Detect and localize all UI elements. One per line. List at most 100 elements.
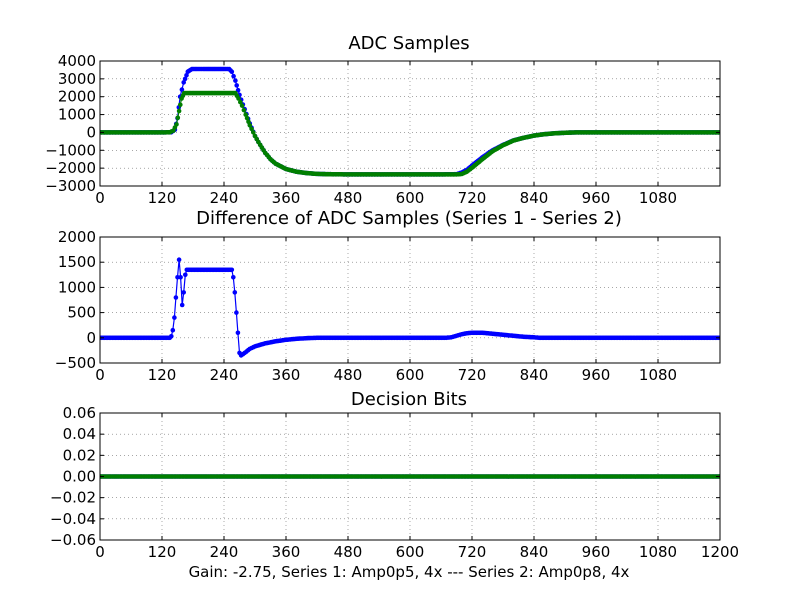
data-point: [179, 302, 185, 308]
grid: [99, 236, 720, 364]
x-tick-label: 600: [396, 366, 425, 384]
chart-title-difference: Difference of ADC Samples (Series 1 - Se…: [196, 208, 622, 229]
x-tick-label: 960: [582, 543, 611, 561]
series-difference: [100, 257, 720, 358]
data-point: [231, 275, 236, 280]
axes-frame: [99, 60, 721, 187]
x-tick-label: 720: [458, 543, 487, 561]
y-tick-label: −0.02: [50, 489, 96, 507]
data-point: [175, 115, 181, 120]
chart-title-decision-bits: Decision Bits: [351, 389, 467, 410]
x-tick-label: 840: [520, 543, 549, 561]
x-tick-label: 120: [148, 189, 177, 207]
data-point: [183, 272, 188, 278]
data-point: [231, 73, 236, 79]
x-tick-label: 600: [396, 543, 425, 561]
x-tick-label: 360: [272, 189, 301, 207]
axes-frame: [99, 236, 721, 364]
data-point: [241, 107, 247, 113]
subplot-decision-bits: Decision Bits 0 120 240 360 480 600 720 840 960 1…: [50, 389, 739, 561]
data-point: [234, 310, 239, 315]
data-point: [233, 78, 238, 83]
data-point: [174, 122, 179, 127]
y-tick-label: 1500: [58, 253, 96, 271]
x-tick-label: 0: [95, 189, 105, 207]
x-tick-label: 360: [272, 543, 301, 561]
data-point: [238, 99, 243, 105]
y-tick-label: 4000: [58, 52, 96, 70]
data-point: [176, 257, 182, 263]
data-point: [234, 83, 239, 88]
data-point: [249, 126, 254, 132]
chart-title-adc-samples: ADC Samples: [348, 33, 469, 54]
y-tick-label: −0.04: [50, 510, 96, 528]
y-tick-label: −1000: [45, 141, 96, 159]
x-tick-label: 1080: [639, 543, 677, 561]
series-series-2: [100, 474, 720, 479]
y-tick-label: 1000: [58, 278, 96, 296]
data-point: [247, 123, 253, 128]
x-tick-label: 240: [210, 189, 239, 207]
x-tick-label: 480: [334, 543, 363, 561]
y-tick-label: 2000: [58, 228, 96, 246]
data-point: [235, 87, 241, 93]
x-tick-label: 600: [396, 189, 425, 207]
y-tick-label: 0.02: [63, 446, 96, 464]
x-tick-label: 0: [95, 366, 105, 384]
data-point: [182, 76, 188, 82]
data-point: [229, 69, 235, 74]
data-point: [239, 103, 245, 108]
data-point: [235, 330, 241, 336]
series-markers: [100, 90, 720, 177]
y-tick-label: 0: [86, 329, 96, 347]
x-tick-label: 960: [582, 366, 611, 384]
data-point: [178, 275, 183, 280]
x-tick-label: 840: [520, 189, 549, 207]
data-point: [179, 87, 185, 92]
y-tick-label: 0: [86, 123, 96, 141]
x-tick-label: 720: [458, 189, 487, 207]
data-point: [170, 327, 176, 333]
subplot-difference: Difference of ADC Samples (Series 1 - Se…: [55, 208, 721, 384]
data-point: [251, 130, 256, 135]
footer-gain-caption: Gain: -2.75, Series 1: Amp0p5, 4x --- Se…: [189, 563, 630, 581]
data-point: [184, 73, 189, 78]
data-point: [181, 290, 186, 295]
data-point: [172, 315, 177, 320]
y-tick-label: 0.06: [63, 404, 96, 422]
data-point: [232, 290, 238, 295]
data-point: [246, 119, 251, 124]
data-point: [229, 267, 235, 273]
x-tick-label: 480: [334, 189, 363, 207]
data-point: [176, 108, 182, 114]
data-point: [169, 334, 174, 339]
data-point: [236, 96, 241, 101]
series-series-2: [100, 90, 720, 177]
x-tick-label: 840: [520, 366, 549, 384]
x-tick-label: 120: [148, 366, 177, 384]
y-tick-label: −500: [55, 354, 96, 372]
data-point: [244, 115, 250, 121]
y-tick-label: 500: [67, 304, 96, 322]
y-tick-label: −0.06: [50, 531, 96, 549]
y-tick-label: 0.00: [63, 468, 96, 486]
subplot-adc-samples: ADC Samples 0 120 240 360 480 600 720 840 960 108…: [45, 33, 721, 207]
x-tick-label: 120: [148, 543, 177, 561]
grid: [99, 60, 720, 187]
x-tick-label: 1200: [701, 543, 739, 561]
x-tick-label: 0: [95, 543, 105, 561]
x-tick-label: 720: [458, 366, 487, 384]
y-tick-label: 0.04: [63, 425, 96, 443]
x-tick-label: 480: [334, 366, 363, 384]
data-point: [243, 112, 248, 117]
y-tick-label: 2000: [58, 88, 96, 106]
data-point: [173, 295, 179, 300]
x-tick-label: 240: [210, 543, 239, 561]
x-tick-label: 360: [272, 366, 301, 384]
x-tick-label: 240: [210, 366, 239, 384]
x-tick-label: 960: [582, 189, 611, 207]
x-tick-label: 1080: [639, 366, 677, 384]
data-point: [178, 102, 183, 108]
y-tick-label: 1000: [58, 106, 96, 124]
